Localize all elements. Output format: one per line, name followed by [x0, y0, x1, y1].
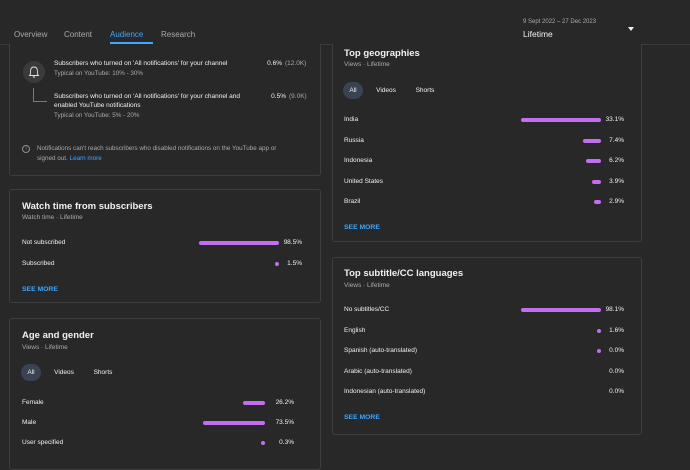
geo-row-bar	[592, 180, 601, 184]
subtitles-subtitle: Views · Lifetime	[344, 282, 390, 289]
age-row-bar	[203, 421, 265, 425]
geo-chip-shorts[interactable]: Shorts	[415, 87, 435, 94]
tab-content[interactable]: Content	[64, 30, 93, 39]
notif-row-1-count: (12.0K)	[285, 60, 307, 67]
geo-row-label: United States	[344, 178, 384, 185]
subtitle-row-label: Spanish (auto-translated)	[344, 347, 417, 354]
age-row-bar	[261, 441, 265, 445]
age-row-bar	[243, 401, 265, 405]
notif-row-1-label: Subscribers who turned on 'All notificat…	[54, 60, 228, 67]
tab-audience[interactable]: Audience	[110, 30, 144, 39]
notif-note-line1: Notifications can't reach subscribers wh…	[37, 145, 277, 152]
active-tab-indicator	[110, 42, 153, 44]
subtitle-row-bar	[597, 349, 601, 353]
geo-chip-all[interactable]: All	[343, 82, 363, 99]
subtitles-card	[332, 257, 642, 435]
geo-row-bar	[586, 159, 601, 163]
geo-row-pct: 3.9%	[609, 178, 624, 185]
learn-more-link[interactable]: Learn more	[69, 155, 102, 162]
geo-row-pct: 6.2%	[609, 157, 624, 164]
age-row-label: User specified	[22, 439, 64, 446]
geo-row-pct: 33.1%	[605, 116, 624, 123]
watch-time-card	[9, 189, 321, 303]
watch-time-subtitle: Watch time · Lifetime	[22, 214, 83, 221]
watch-row-bar	[199, 241, 279, 245]
watch-time-title: Watch time from subscribers	[22, 201, 153, 212]
geo-row-label: India	[344, 116, 359, 123]
age-chip-shorts[interactable]: Shorts	[93, 369, 113, 376]
subtitles-see-more-button[interactable]: SEE MORE	[344, 414, 380, 421]
geo-row-pct: 2.9%	[609, 198, 624, 205]
tree-connector	[33, 88, 47, 102]
date-range-label: 9 Sept 2022 – 27 Dec 2023	[523, 19, 597, 25]
notif-row-1-pct: 0.6%	[267, 60, 282, 67]
subtitle-row-pct: 0.0%	[609, 368, 624, 375]
subtitle-row-label: Indonesian (auto-translated)	[344, 388, 426, 395]
tab-research[interactable]: Research	[161, 30, 196, 39]
subtitle-row-pct: 98.1%	[605, 306, 624, 313]
notif-row-2-count: (9.0K)	[289, 93, 307, 100]
subtitles-title: Top subtitle/CC languages	[344, 268, 464, 279]
age-gender-subtitle: Views · Lifetime	[22, 344, 68, 351]
geographies-subtitle: Views · Lifetime	[344, 61, 390, 68]
subtitle-row-label: English	[344, 327, 366, 334]
age-row-label: Male	[22, 419, 37, 426]
bell-icon	[23, 61, 45, 83]
top-bar: Overview Content Audience Research 9 Sep…	[0, 0, 690, 45]
geographies-card	[332, 44, 642, 242]
subtitle-row-pct: 0.0%	[609, 388, 624, 395]
age-chip-videos[interactable]: Videos	[54, 369, 74, 376]
geo-row-label: Indonesia	[344, 157, 373, 164]
age-gender-title: Age and gender	[22, 330, 94, 341]
geo-row-label: Russia	[344, 137, 364, 144]
geo-row-bar	[594, 200, 601, 204]
notif-note-text: signed out.	[37, 155, 68, 162]
geo-row-bar	[583, 139, 601, 143]
notif-row-2-label-line2: enabled YouTube notifications	[54, 102, 141, 109]
subtitle-row-pct: 0.0%	[609, 347, 624, 354]
age-row-pct: 73.5%	[275, 419, 294, 426]
geo-chip-videos[interactable]: Videos	[376, 87, 396, 94]
watch-row-label: Not subscribed	[22, 239, 66, 246]
watch-row-pct: 1.5%	[287, 260, 302, 267]
tab-overview[interactable]: Overview	[14, 30, 48, 39]
notif-note-line2: signed out. Learn more	[37, 154, 102, 164]
watch-time-see-more-button[interactable]: SEE MORE	[22, 286, 58, 293]
notif-row-2-pct: 0.5%	[271, 93, 286, 100]
notif-row-2-label-line1: Subscribers who turned on 'All notificat…	[54, 93, 241, 100]
subtitle-row-label: No subtitles/CC	[344, 306, 390, 313]
subtitle-row-bar	[521, 308, 601, 312]
info-icon: i	[22, 145, 30, 153]
subtitle-row-pct: 1.6%	[609, 327, 624, 334]
subtitle-row-bar	[597, 329, 601, 333]
age-chip-all[interactable]: All	[21, 364, 41, 381]
age-row-label: Female	[22, 399, 44, 406]
age-row-pct: 26.2%	[275, 399, 294, 406]
watch-row-pct: 98.5%	[283, 239, 302, 246]
notif-row-2-typical: Typical on YouTube: 5% - 20%	[54, 112, 140, 119]
geo-row-bar	[521, 118, 601, 122]
geographies-see-more-button[interactable]: SEE MORE	[344, 224, 380, 231]
watch-row-bar	[275, 262, 279, 266]
geo-row-pct: 7.4%	[609, 137, 624, 144]
age-row-pct: 0.3%	[279, 439, 294, 446]
geographies-title: Top geographies	[344, 48, 420, 59]
watch-row-label: Subscribed	[22, 260, 55, 267]
period-selector[interactable]: Lifetime	[523, 29, 553, 39]
subtitle-row-label: Arabic (auto-translated)	[344, 368, 412, 375]
dropdown-caret-icon[interactable]	[628, 27, 634, 31]
notifications-card	[9, 44, 321, 176]
notif-row-1-typical: Typical on YouTube: 10% - 30%	[54, 70, 144, 77]
geo-row-label: Brazil	[344, 198, 361, 205]
